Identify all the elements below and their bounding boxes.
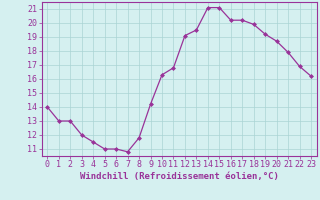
X-axis label: Windchill (Refroidissement éolien,°C): Windchill (Refroidissement éolien,°C) [80,172,279,181]
